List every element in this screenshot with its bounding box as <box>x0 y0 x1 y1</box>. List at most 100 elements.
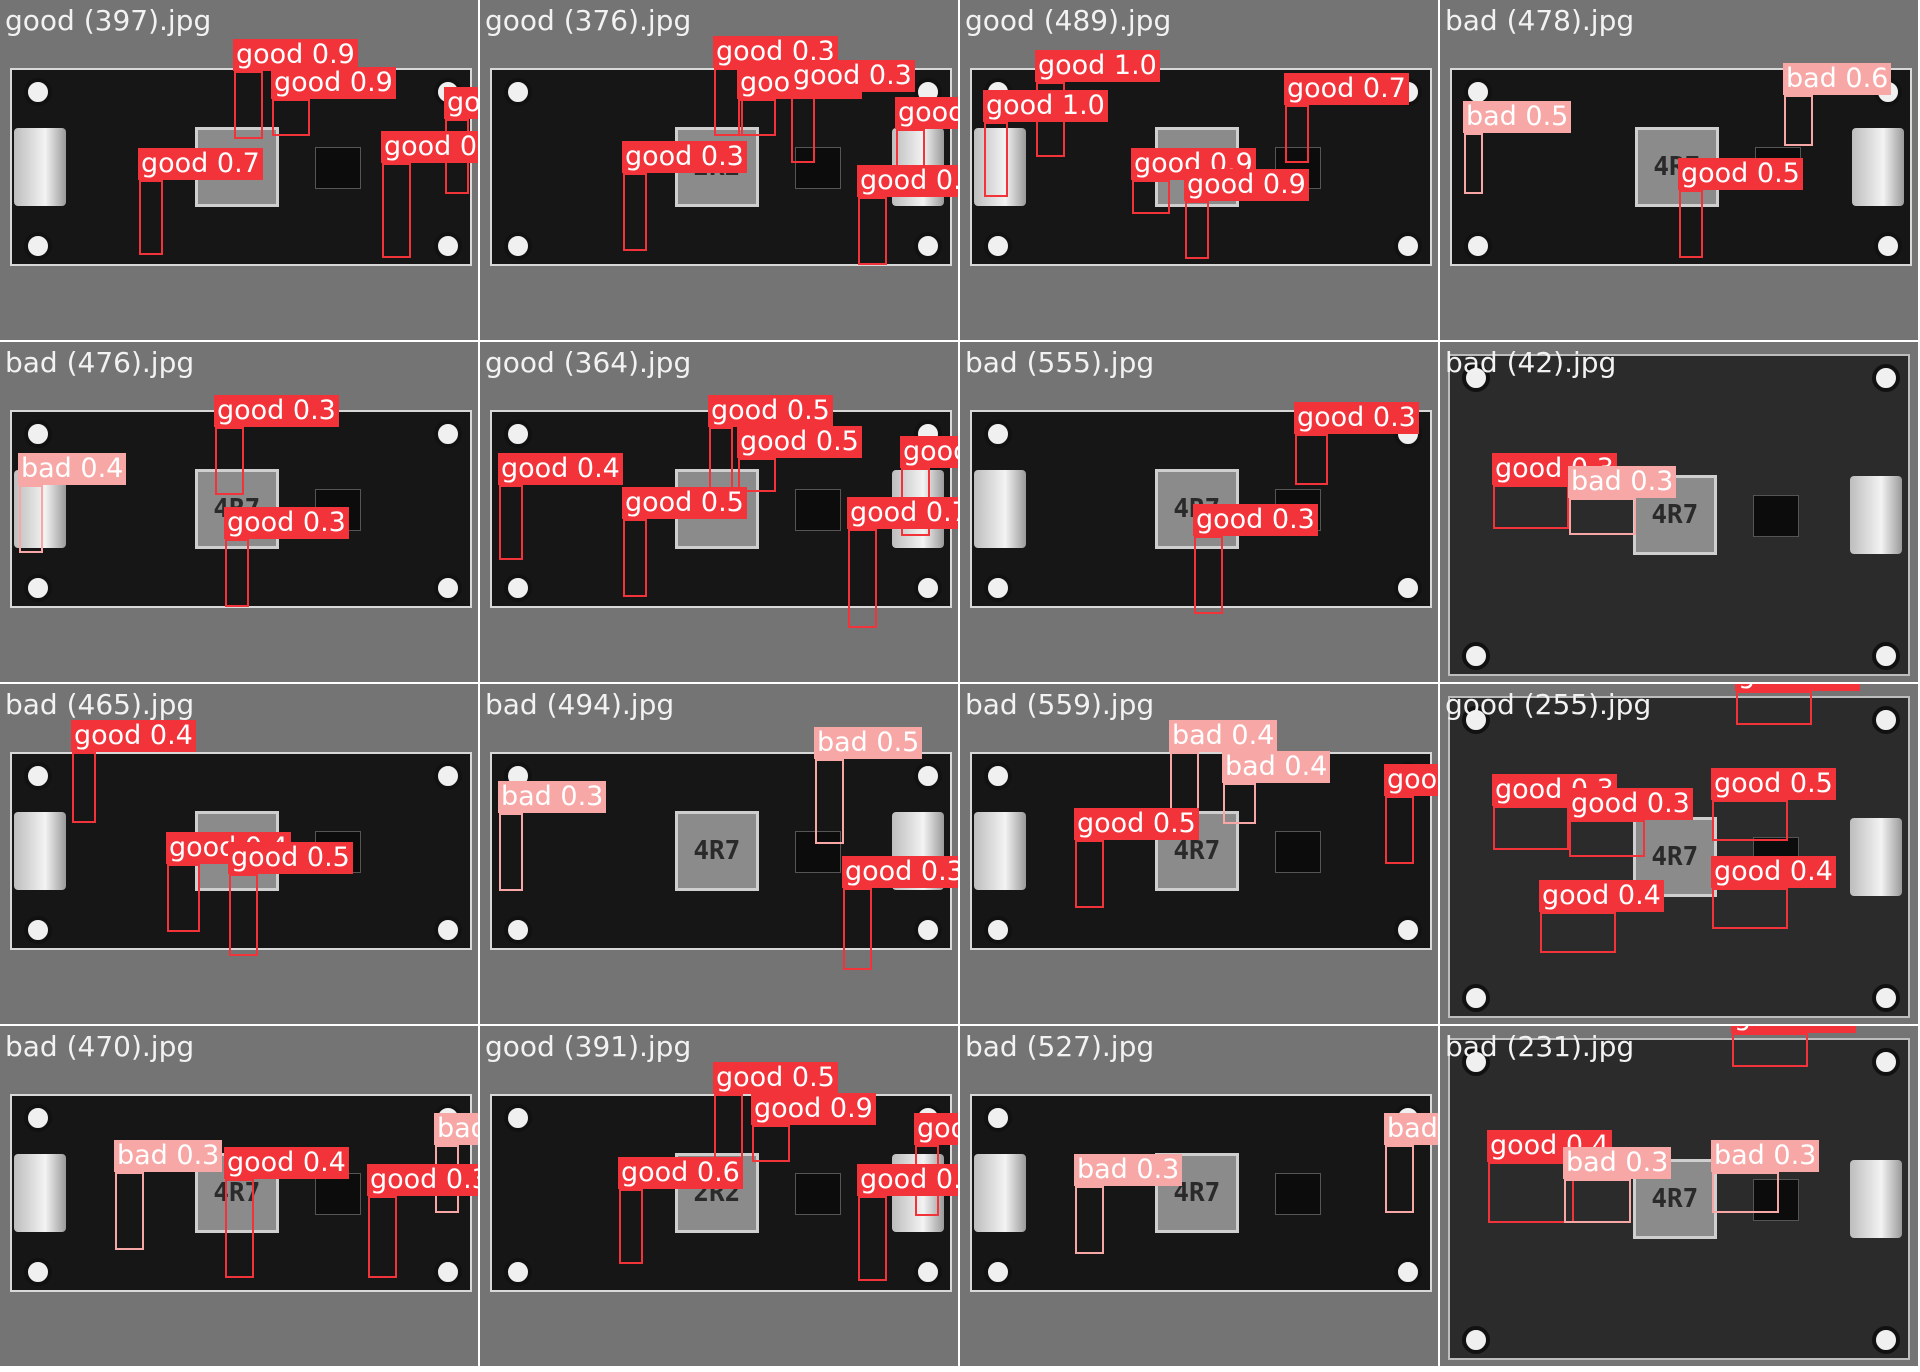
bounding-box <box>623 173 647 251</box>
bounding-box <box>858 197 887 265</box>
detection-label: good 0.3 <box>622 141 747 173</box>
bounding-box <box>1784 95 1813 146</box>
detection-good: good 1.0 <box>983 90 1108 197</box>
mounting-hole <box>1394 916 1422 944</box>
bounding-box <box>167 864 200 932</box>
ic-chip <box>794 831 841 873</box>
bounding-box <box>229 874 258 956</box>
bounding-box <box>1464 133 1483 194</box>
detection-label: good 0.5 <box>708 395 833 427</box>
bounding-box <box>1712 800 1788 841</box>
bounding-box <box>815 759 844 844</box>
mounting-hole <box>1872 1326 1900 1354</box>
detection-label: good 0.5 <box>857 165 958 197</box>
image-filename: good (397).jpg <box>5 4 212 37</box>
bounding-box <box>843 888 872 970</box>
mounting-hole <box>914 1258 942 1286</box>
usb-connector <box>14 812 66 890</box>
bounding-box <box>1712 1172 1779 1213</box>
bounding-box <box>1540 912 1616 953</box>
image-tile[interactable]: 4R7 bad (478).jpg bad 0.6 bad 0.5 good 0.5 <box>1440 0 1918 340</box>
bounding-box <box>1679 190 1703 258</box>
detection-label: good 0.4 <box>498 453 623 485</box>
bounding-box <box>499 485 523 560</box>
detection-label: good 0.9 <box>271 67 396 99</box>
detection-label: good 0.3 <box>842 856 958 888</box>
detection-label: good 0.5 <box>1074 808 1199 840</box>
detection-label: good 0.6 <box>914 1113 958 1145</box>
detection-good: good 0.3 <box>224 507 349 607</box>
detection-bad: bad 0.3 <box>114 1140 223 1250</box>
detection-label: good 0.6 <box>618 1157 743 1189</box>
bounding-box <box>1285 105 1309 163</box>
detection-label: good 0.9 <box>751 1093 876 1125</box>
bounding-box <box>738 99 776 136</box>
detection-label: good 0.9 <box>1131 148 1256 180</box>
detection-label: good 0.3 <box>1294 402 1419 434</box>
image-tile[interactable]: 4R7 good (255).jpg good 0.3 good 0.3 good 0.… <box>1440 684 1918 1024</box>
detection-label: good 0.7 <box>1284 73 1409 105</box>
mounting-hole <box>1872 706 1900 734</box>
image-filename: bad (42).jpg <box>1445 346 1617 379</box>
image-tile[interactable]: 4R7 bad (42).jpg good 0.3 bad 0.3 <box>1440 342 1918 682</box>
bounding-box <box>1569 820 1645 857</box>
bounding-box <box>1075 840 1104 908</box>
detection-good: good 0.9 <box>233 39 358 139</box>
mounting-hole <box>984 762 1012 790</box>
bounding-box <box>752 1125 790 1162</box>
bounding-box <box>623 519 647 597</box>
detection-label: bad 0.5 <box>814 727 923 759</box>
detection-label: good 0.4 <box>1539 880 1664 912</box>
mounting-hole <box>504 78 532 106</box>
detection-label: good 0.7 <box>138 148 263 180</box>
ic-chip <box>1752 1179 1799 1221</box>
bounding-box <box>709 427 733 495</box>
inductor: 4R7 <box>674 811 759 891</box>
mounting-hole <box>1394 1258 1422 1286</box>
mounting-hole <box>1462 1326 1490 1354</box>
detection-label: bad 0.3 <box>114 1140 223 1172</box>
ic-chip <box>1274 831 1321 873</box>
ic-chip <box>1752 495 1799 537</box>
bounding-box <box>225 1179 254 1278</box>
detection-bad: bad 0.3 <box>498 781 607 891</box>
bounding-box <box>1712 888 1788 929</box>
bounding-box <box>1194 536 1223 614</box>
detection-good: good 0.5 <box>228 842 353 956</box>
image-tile[interactable]: 4R7 bad (494).jpg bad 0.5 bad 0.3 good 0.3 <box>480 684 958 1024</box>
detection-good: good 0.4 <box>1539 880 1664 953</box>
detection-good: good 0.3 <box>1294 402 1419 485</box>
detection-label: good 0.3 <box>224 507 349 539</box>
detection-good: good 0.7 <box>847 497 958 628</box>
detection-good: good 0.5 <box>857 165 958 265</box>
detection-label: bad 0.6 <box>1783 63 1892 95</box>
detection-good: good 0.9 <box>1131 148 1256 214</box>
bounding-box <box>1493 806 1569 850</box>
detection-good: good 0.7 <box>1284 73 1409 163</box>
mounting-hole <box>504 916 532 944</box>
detection-label: bad 0.3 <box>434 1113 478 1145</box>
image-filename: bad (476).jpg <box>5 346 195 379</box>
bounding-box <box>72 752 96 823</box>
detection-good: good 0.9 <box>751 1093 876 1162</box>
usb-connector <box>14 1154 66 1232</box>
detection-bad: bad 0.4 <box>18 453 127 553</box>
detection-good: good 0.3 <box>790 60 915 163</box>
image-filename: bad (470).jpg <box>5 1030 195 1063</box>
detection-bad: bad 0.4 <box>1169 720 1278 820</box>
detection-bad: bad 0.3 <box>1568 466 1677 535</box>
detection-label: bad 0.3 <box>1568 466 1677 498</box>
mounting-hole <box>1462 984 1490 1012</box>
